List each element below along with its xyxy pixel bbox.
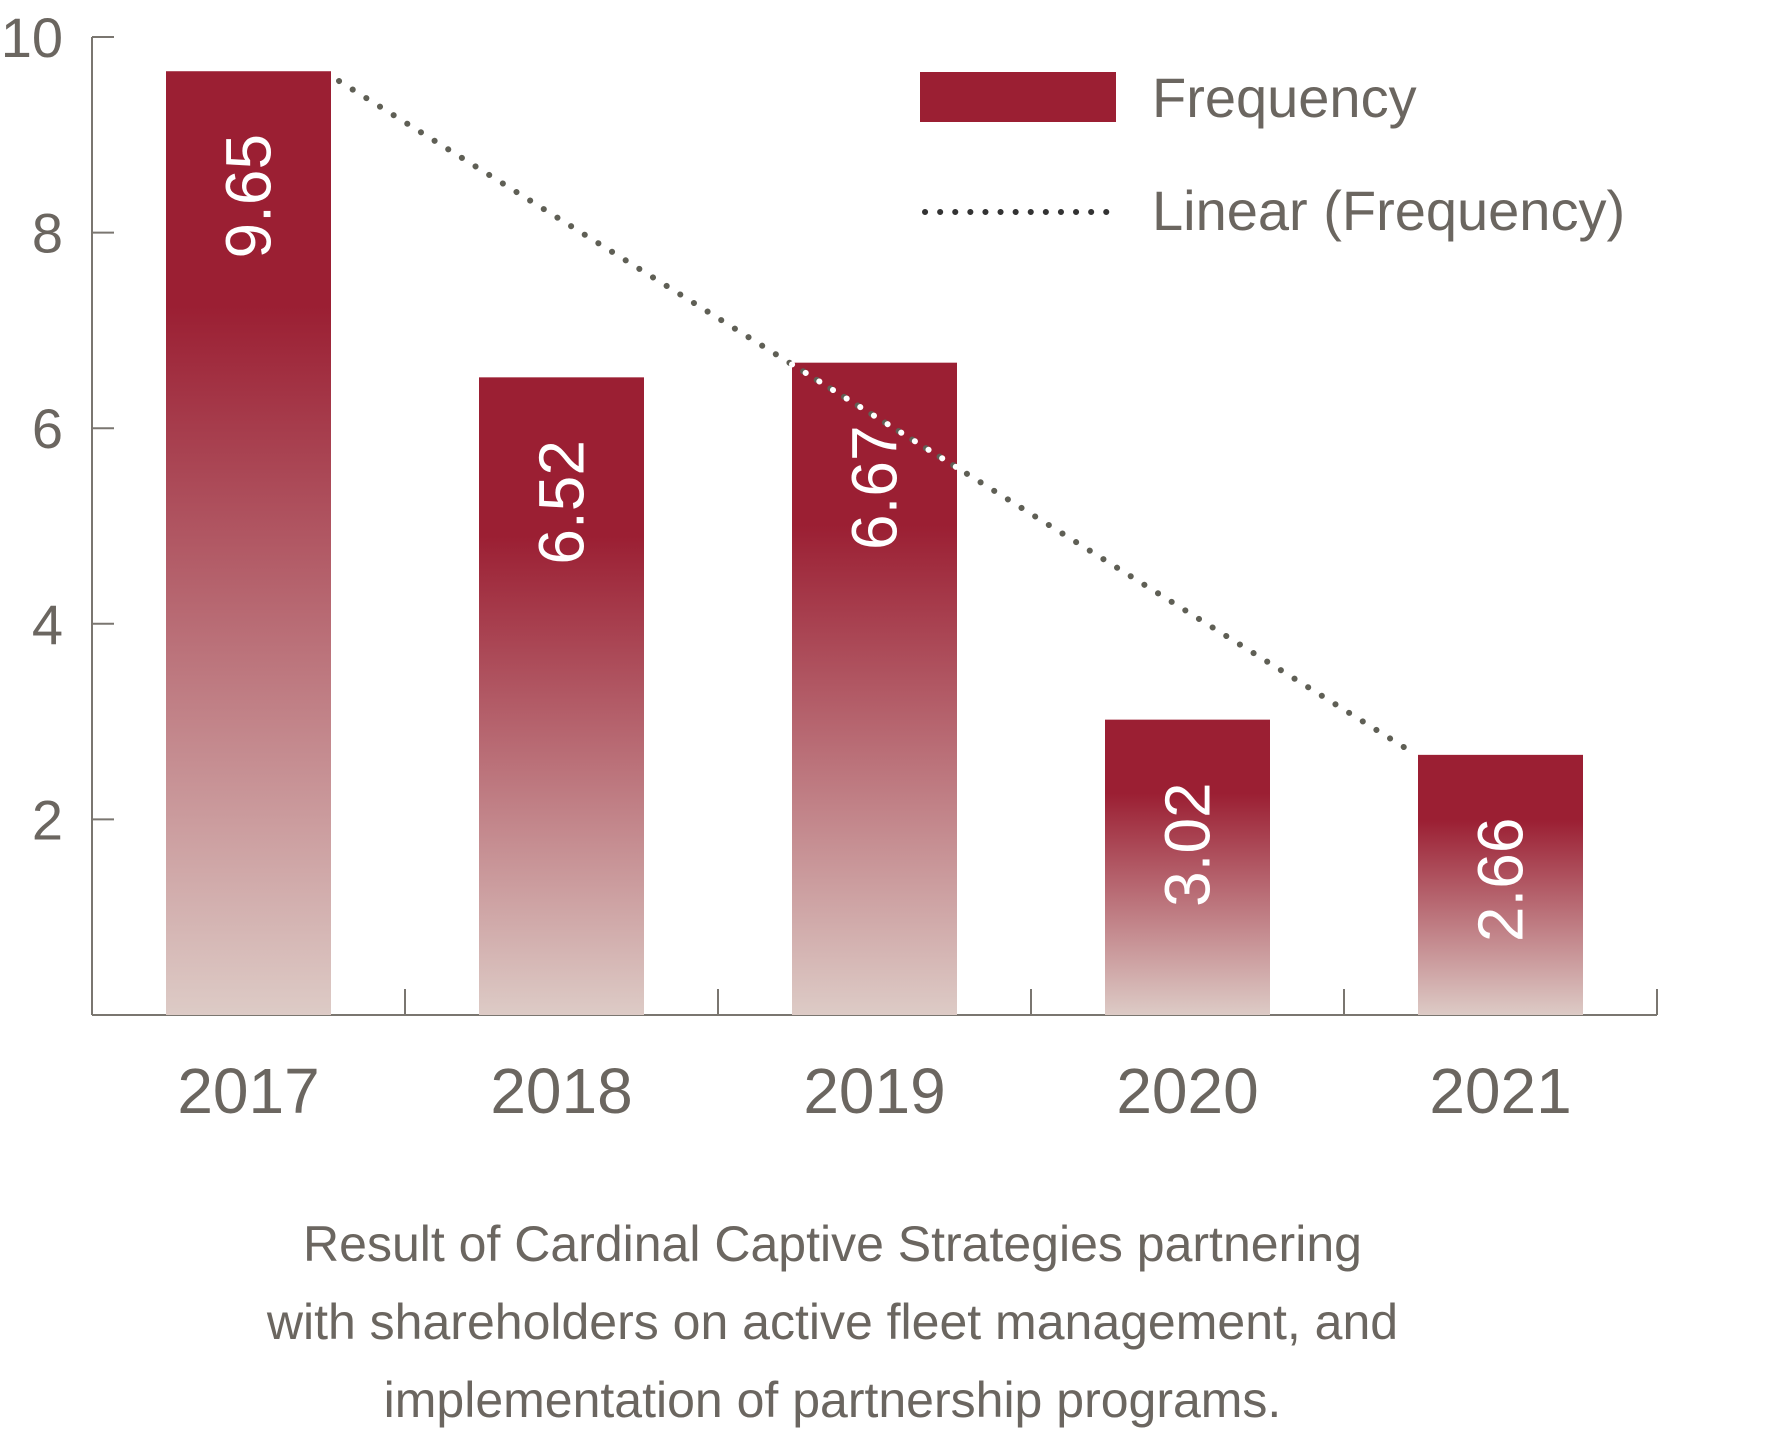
bar-data-label: 6.67: [839, 425, 911, 550]
y-tick-label: 6: [32, 397, 63, 460]
bar-data-labels: 9.65 6.52 6.67 3.02 2.66: [213, 134, 1537, 942]
legend-swatch-frequency: [920, 72, 1116, 122]
legend: Frequency Linear (Frequency): [920, 66, 1625, 242]
bar-2020: [1105, 719, 1270, 1015]
bar-data-label: 6.52: [526, 440, 598, 565]
trendline-group: [336, 78, 1413, 754]
bar-2017: [166, 71, 331, 1016]
y-tick-label: 8: [32, 202, 63, 265]
caption-line-1: Result of Cardinal Captive Strategies pa…: [303, 1216, 1362, 1272]
bar-data-label: 3.02: [1152, 782, 1224, 907]
x-tick-label: 2020: [1116, 1055, 1258, 1127]
caption-line-2: with shareholders on active fleet manage…: [266, 1294, 1399, 1350]
y-tick-label: 4: [32, 593, 63, 656]
bar-2019: [792, 362, 957, 1015]
x-tick-label: 2018: [490, 1055, 632, 1127]
bar-2018: [479, 377, 644, 1015]
linear-trendline: [336, 78, 1413, 754]
legend-label-frequency: Frequency: [1152, 66, 1417, 129]
bar-2021: [1418, 754, 1583, 1015]
chart-caption: Result of Cardinal Captive Strategies pa…: [0, 1205, 1665, 1439]
caption-line-3: implementation of partnership programs.: [383, 1372, 1282, 1428]
linear-trendline-over-bar: [789, 361, 960, 471]
x-tick-label: 2019: [803, 1055, 945, 1127]
x-tick-label: 2017: [177, 1055, 319, 1127]
bar-data-label: 9.65: [213, 134, 285, 259]
bar-data-label: 2.66: [1465, 818, 1537, 943]
bars: [166, 71, 1583, 1016]
y-tick-label: 10: [1, 6, 63, 69]
axes: 2 4 6 8 10 2017 2018 2019 2020 2021: [1, 6, 1658, 1127]
x-tick-label: 2021: [1429, 1055, 1571, 1127]
frequency-bar-chart: 2 4 6 8 10 2017 2018 2019 2020 2021 9.65 6.52 6.67 3…: [1, 6, 1658, 1127]
legend-label-trendline: Linear (Frequency): [1152, 179, 1625, 242]
y-tick-label: 2: [32, 788, 63, 851]
